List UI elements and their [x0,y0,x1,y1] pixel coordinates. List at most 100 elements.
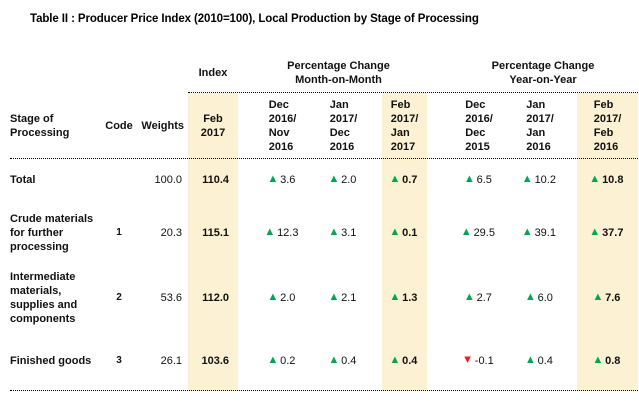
up-triangle-icon: ▲ [527,355,534,366]
column-header-mom-feb2017-jan2017: Feb 2017/ Jan 2017 [382,93,427,159]
percentage-change-value: 2.0 [341,173,357,186]
up-triangle-icon: ▲ [330,227,338,238]
highlight-band-mom-feb2017 [382,93,427,391]
column-header-text: Jan 2017/ Dec 2016 [329,99,358,153]
percentage-change-value: 3.6 [280,173,296,186]
yoy-change-cell: ▲ 0.8 [577,330,638,391]
column-header-yoy-dec2016-dec2015: Dec 2016/ Dec 2015 [448,93,510,159]
percentage-change-value: 0.1 [402,226,418,239]
up-triangle-icon: ▲ [266,227,274,238]
yoy-change-cell: ▲ 10.8 [577,159,638,200]
column-header-weights: Weights [141,120,184,132]
row-weights: 100.0 [154,173,182,186]
column-header-code: Code [105,120,133,132]
group-header-year-on-year: Percentage Change Year-on-Year [491,60,595,86]
column-header-text: Feb 2017/ Feb 2016 [593,99,622,153]
column-header-mom-dec2016-nov2016: Dec 2016/ Nov 2016 [250,93,315,159]
group-header-month-on-month: Percentage Change Month-on-Month [287,60,390,86]
mom-change-cell: ▲ 2.0 [250,265,315,330]
percentage-change-value: 12.3 [277,226,299,239]
row-label-stage: Intermediate materials, supplies and com… [10,270,78,325]
yoy-change-cell: ▲ 6.0 [510,265,570,330]
mom-change-cell: ▲ 2.0 [315,159,372,200]
dotted-divider-bottom [10,390,638,391]
percentage-change-value: 2.1 [341,291,357,304]
up-triangle-icon: ▲ [594,292,602,303]
table-body: Total 100.0 110.4 ▲ 3.6 ▲ 2.0 ▲ 0.7 ▲ 6.5 ▲ 10.2 ▲ 10.… [10,159,638,391]
row-index-value: 115.1 [202,226,229,239]
yoy-change-cell: ▲ 6.5 [448,159,510,200]
yoy-change-cell: ▲ 29.5 [448,200,510,265]
up-triangle-icon: ▲ [269,355,277,366]
up-triangle-icon: ▲ [269,292,277,303]
up-triangle-icon: ▲ [524,174,531,185]
row-index-value: 103.6 [201,354,229,367]
up-triangle-icon: ▲ [330,174,338,185]
percentage-change-value: 0.2 [280,354,296,367]
up-triangle-icon: ▲ [466,174,473,185]
yoy-change-cell: ▲ 2.7 [448,265,510,330]
row-code: 3 [116,354,122,366]
up-triangle-icon: ▲ [524,227,531,238]
up-triangle-icon: ▲ [594,355,602,366]
table-title: Table II : Producer Price Index (2010=10… [30,13,479,25]
mom-change-cell: ▲ 12.3 [250,200,315,265]
yoy-change-cell: ▲ 37.7 [577,200,638,265]
yoy-change-cell: ▼ -0.1 [448,330,510,391]
up-triangle-icon: ▲ [391,355,399,366]
percentage-change-value: 7.6 [605,291,621,304]
up-triangle-icon: ▲ [391,292,399,303]
percentage-change-value: 0.8 [605,354,621,367]
yoy-change-cell: ▲ 39.1 [510,200,570,265]
percentage-change-value: 0.4 [537,354,553,367]
column-header-text: Feb 2017/ Jan 2017 [390,99,419,153]
row-label-stage: Finished goods [10,354,92,367]
mom-change-cell: ▲ 0.4 [382,330,427,391]
down-triangle-icon: ▼ [464,355,471,366]
column-header-mom-jan2017-dec2016: Jan 2017/ Dec 2016 [315,93,372,159]
row-code: 1 [116,226,122,238]
highlight-band-yoy-feb2017 [577,93,638,391]
row-label-stage: Total [10,173,36,186]
up-triangle-icon: ▲ [391,227,399,238]
row-code: 2 [116,291,122,303]
column-header-yoy-feb2017-feb2016: Feb 2017/ Feb 2016 [577,93,638,159]
up-triangle-icon: ▲ [269,174,277,185]
percentage-change-value: 2.7 [476,291,492,304]
mom-change-cell: ▲ 3.1 [315,200,372,265]
mom-change-cell: ▲ 0.7 [382,159,427,200]
percentage-change-value: 6.0 [537,291,553,304]
group-header-index: Index [198,67,228,79]
row-index-value: 112.0 [202,291,229,304]
yoy-change-cell: ▲ 7.6 [577,265,638,330]
yoy-change-cell: ▲ 0.4 [510,330,570,391]
column-header-stage-of-processing: Stage of Processing [10,113,70,139]
up-triangle-icon: ▲ [330,355,338,366]
percentage-change-value: 37.7 [602,226,624,239]
dotted-divider-header [10,158,638,159]
row-weights: 20.3 [160,226,182,239]
up-triangle-icon: ▲ [330,292,338,303]
up-triangle-icon: ▲ [591,227,599,238]
row-code [100,159,138,200]
row-weights: 53.6 [160,291,182,304]
up-triangle-icon: ▲ [391,174,399,185]
up-triangle-icon: ▲ [463,227,470,238]
highlight-band-index-feb2017 [188,93,238,391]
percentage-change-value: 39.1 [534,226,556,239]
column-header-text: Jan 2017/ Jan 2016 [526,99,554,153]
column-header-index-feb2017: Feb 2017 [200,113,226,139]
column-header-yoy-jan2017-jan2016: Jan 2017/ Jan 2016 [510,93,570,159]
yoy-change-cell: ▲ 10.2 [510,159,570,200]
percentage-change-value: 6.5 [476,173,492,186]
percentage-change-value: 3.1 [341,226,357,239]
percentage-change-value: 0.4 [341,354,357,367]
mom-change-cell: ▲ 3.6 [250,159,315,200]
mom-change-cell: ▲ 0.2 [250,330,315,391]
percentage-change-value: 0.4 [402,354,418,367]
percentage-change-value: 10.2 [534,173,556,186]
percentage-change-value: 29.5 [473,226,495,239]
row-weights: 26.1 [160,354,182,367]
percentage-change-value: 0.7 [402,173,418,186]
